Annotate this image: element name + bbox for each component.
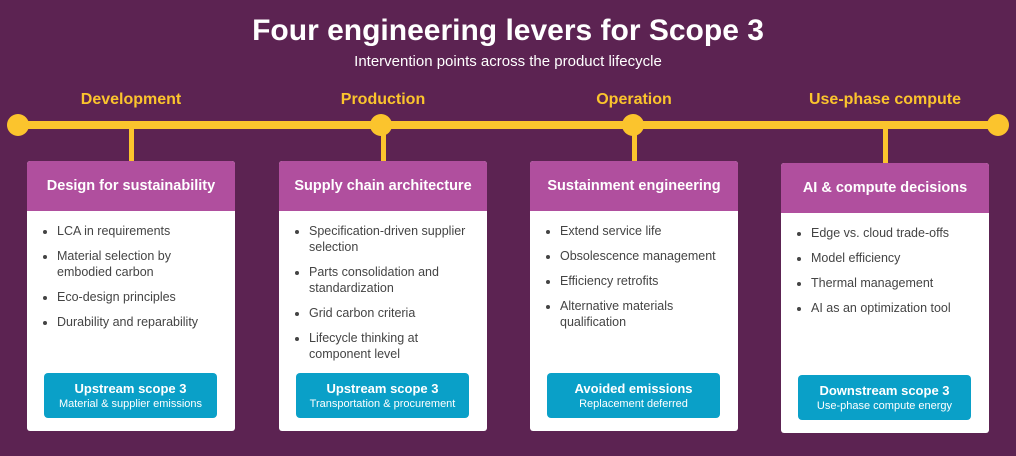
timeline-connector: [632, 125, 637, 161]
card-title: Design for sustainability: [27, 161, 235, 211]
card-items: Edge vs. cloud trade-offs Model efficienc…: [781, 225, 989, 316]
timeline-connector: [129, 125, 134, 161]
list-item: Obsolescence management: [560, 248, 728, 264]
list-item: Material selection by embodied carbon: [57, 248, 225, 280]
lever-card: Design for sustainability LCA in require…: [27, 161, 235, 431]
card-title: Sustainment engineering: [530, 161, 738, 211]
list-item: Specification-driven supplier selection: [309, 223, 477, 255]
badge-title: Upstream scope 3: [74, 381, 187, 396]
phase-label: Operation: [596, 91, 672, 108]
card-title: Supply chain architecture: [279, 161, 487, 211]
badge-title: Avoided emissions: [574, 381, 693, 396]
list-item: Thermal management: [811, 275, 979, 291]
list-item: Model efficiency: [811, 250, 979, 266]
phase-label: Use-phase compute: [808, 91, 962, 108]
badge-subtitle: Transportation & procurement: [309, 398, 456, 410]
page-title: Four engineering levers for Scope 3: [252, 14, 764, 47]
timeline-connector: [381, 125, 386, 161]
scope-badge: Avoided emissions Replacement deferred: [547, 373, 720, 418]
scope-badge: Upstream scope 3 Transportation & procur…: [296, 373, 469, 418]
card-items: LCA in requirements Material selection by…: [27, 223, 235, 330]
phase-label: Development: [80, 91, 182, 108]
list-item: AI as an optimization tool: [811, 300, 979, 316]
list-item: Parts consolidation and standardization: [309, 264, 477, 296]
list-item: Edge vs. cloud trade-offs: [811, 225, 979, 241]
list-item: Extend service life: [560, 223, 728, 239]
timeline-start-dot: [7, 114, 29, 136]
timeline-connector: [883, 125, 888, 163]
timeline: [18, 121, 998, 129]
badge-subtitle: Use-phase compute energy: [816, 400, 953, 412]
list-item: Grid carbon criteria: [309, 305, 477, 321]
badge-title: Upstream scope 3: [326, 381, 439, 396]
list-item: Efficiency retrofits: [560, 273, 728, 289]
list-item: LCA in requirements: [57, 223, 225, 239]
lever-card: Supply chain architecture Specification-…: [279, 161, 487, 431]
badge-title: Downstream scope 3: [819, 383, 950, 398]
card-items: Extend service life Obsolescence manageme…: [530, 223, 738, 330]
timeline-end-dot: [987, 114, 1009, 136]
scope-badge: Upstream scope 3 Material & supplier emi…: [44, 373, 217, 418]
list-item: Eco-design principles: [57, 289, 225, 305]
list-item: Durability and reparability: [57, 314, 225, 330]
list-item: Alternative materials qualification: [560, 298, 728, 330]
badge-subtitle: Material & supplier emissions: [58, 398, 203, 410]
badge-subtitle: Replacement deferred: [579, 398, 688, 410]
list-item: Lifecycle thinking at component level: [309, 330, 477, 362]
page-subtitle: Intervention points across the product l…: [354, 53, 662, 70]
scope-badge: Downstream scope 3 Use-phase compute ene…: [798, 375, 971, 420]
lever-card: Sustainment engineering Extend service l…: [530, 161, 738, 431]
phase-label: Production: [340, 91, 426, 108]
card-items: Specification-driven supplier selection P…: [279, 223, 487, 362]
card-title: AI & compute decisions: [781, 163, 989, 213]
lever-card: AI & compute decisions Edge vs. cloud tr…: [781, 163, 989, 433]
